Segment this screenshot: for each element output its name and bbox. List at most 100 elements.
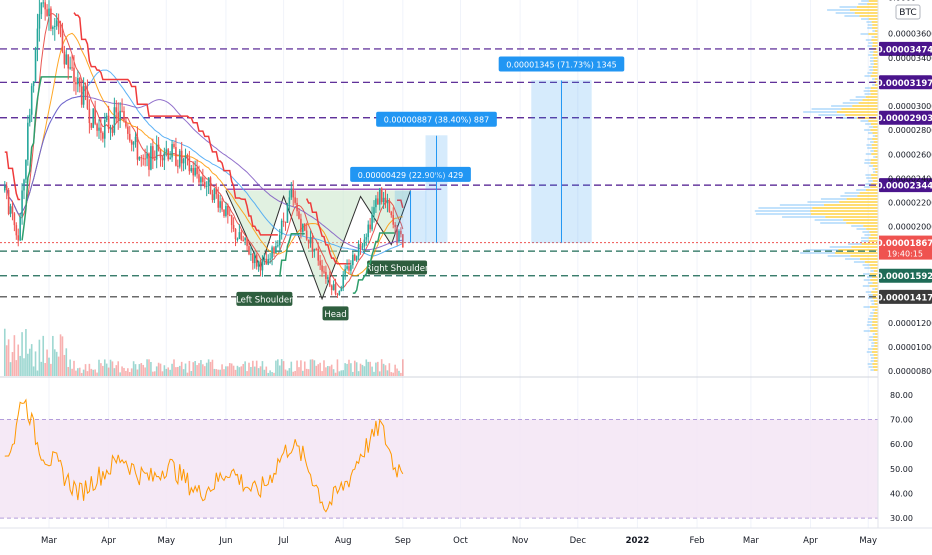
- pattern-label-1[interactable]: Head: [322, 306, 349, 321]
- candle[interactable]: [400, 227, 402, 238]
- candle[interactable]: [221, 197, 223, 212]
- candle[interactable]: [280, 218, 283, 240]
- candle[interactable]: [340, 285, 343, 292]
- candle[interactable]: [228, 206, 231, 217]
- candle[interactable]: [167, 147, 170, 162]
- candle[interactable]: [215, 183, 218, 199]
- candle[interactable]: [192, 161, 195, 183]
- candle[interactable]: [92, 108, 95, 129]
- candle[interactable]: [353, 253, 356, 261]
- candle[interactable]: [282, 212, 285, 227]
- candle[interactable]: [240, 230, 243, 242]
- candle[interactable]: [227, 203, 229, 224]
- candle[interactable]: [82, 77, 85, 108]
- candle[interactable]: [7, 187, 10, 216]
- candle[interactable]: [25, 159, 27, 184]
- candle[interactable]: [184, 148, 187, 170]
- candle[interactable]: [105, 112, 108, 123]
- candle[interactable]: [19, 213, 21, 242]
- candle[interactable]: [290, 181, 293, 200]
- candle[interactable]: [17, 228, 20, 247]
- candle[interactable]: [161, 155, 164, 167]
- candle[interactable]: [200, 176, 202, 191]
- candle[interactable]: [357, 240, 360, 261]
- candle[interactable]: [55, 13, 58, 30]
- candle[interactable]: [171, 140, 173, 162]
- candle[interactable]: [392, 207, 395, 229]
- candle[interactable]: [302, 223, 304, 236]
- candle[interactable]: [180, 141, 183, 172]
- candle[interactable]: [203, 177, 206, 189]
- candle[interactable]: [67, 54, 70, 80]
- candle[interactable]: [300, 213, 302, 239]
- candle[interactable]: [313, 248, 316, 258]
- candle[interactable]: [207, 177, 210, 194]
- candle[interactable]: [275, 240, 277, 254]
- candle[interactable]: [42, 0, 45, 8]
- candle[interactable]: [155, 135, 158, 169]
- candle[interactable]: [5, 182, 8, 200]
- candle[interactable]: [3, 181, 6, 193]
- price-axis[interactable]: 0.0000 0.00003600 0.00003400 0.00003000 0.00…: [888, 0, 932, 523]
- candle[interactable]: [186, 153, 189, 166]
- candle[interactable]: [173, 141, 175, 149]
- candle[interactable]: [38, 0, 41, 42]
- candle[interactable]: [198, 165, 200, 186]
- candle[interactable]: [157, 136, 160, 152]
- candle[interactable]: [350, 260, 352, 275]
- candle[interactable]: [125, 117, 127, 129]
- candle[interactable]: [244, 237, 246, 246]
- candle[interactable]: [334, 278, 337, 296]
- candle[interactable]: [73, 55, 75, 92]
- candle[interactable]: [165, 140, 168, 157]
- candle[interactable]: [252, 253, 254, 270]
- candle[interactable]: [52, 25, 54, 36]
- candle[interactable]: [286, 202, 289, 223]
- candle[interactable]: [330, 284, 333, 296]
- level-tag-0[interactable]: [879, 41, 932, 56]
- candle[interactable]: [246, 237, 248, 251]
- candle[interactable]: [375, 195, 377, 213]
- candle[interactable]: [369, 218, 371, 233]
- candlestick-series[interactable]: [3, 0, 404, 298]
- candle[interactable]: [102, 131, 104, 143]
- candle[interactable]: [257, 260, 260, 272]
- candle[interactable]: [138, 156, 141, 162]
- candle[interactable]: [130, 139, 133, 152]
- candle[interactable]: [65, 49, 68, 65]
- candle[interactable]: [371, 206, 373, 232]
- candle[interactable]: [103, 112, 106, 148]
- projection-2[interactable]: 0.00001345 (71.73%) 1345: [498, 56, 625, 243]
- candle[interactable]: [96, 122, 98, 137]
- candle[interactable]: [128, 125, 131, 143]
- candle[interactable]: [77, 70, 79, 93]
- candle[interactable]: [111, 124, 114, 137]
- candle[interactable]: [163, 147, 166, 171]
- candle[interactable]: [296, 197, 298, 217]
- candle[interactable]: [69, 56, 71, 70]
- candle[interactable]: [250, 246, 252, 261]
- pattern-label-0[interactable]: Left Shoulder: [236, 291, 293, 306]
- candle[interactable]: [261, 255, 264, 277]
- candle[interactable]: [113, 97, 116, 136]
- candle[interactable]: [117, 102, 120, 130]
- candle[interactable]: [327, 274, 329, 285]
- candle[interactable]: [386, 193, 389, 213]
- candle[interactable]: [40, 2, 43, 20]
- candle[interactable]: [230, 214, 233, 233]
- candle[interactable]: [361, 242, 364, 251]
- candle[interactable]: [132, 141, 135, 152]
- candle[interactable]: [94, 100, 96, 126]
- candle[interactable]: [119, 102, 121, 128]
- candle[interactable]: [315, 247, 318, 251]
- candle[interactable]: [86, 79, 89, 110]
- candle[interactable]: [394, 222, 396, 234]
- level-tag-3[interactable]: [879, 178, 932, 193]
- candle[interactable]: [123, 106, 125, 123]
- candle[interactable]: [242, 235, 245, 242]
- candle[interactable]: [127, 123, 129, 140]
- candle[interactable]: [248, 240, 250, 256]
- candle[interactable]: [402, 233, 404, 248]
- candle[interactable]: [13, 212, 16, 232]
- candle[interactable]: [342, 271, 345, 292]
